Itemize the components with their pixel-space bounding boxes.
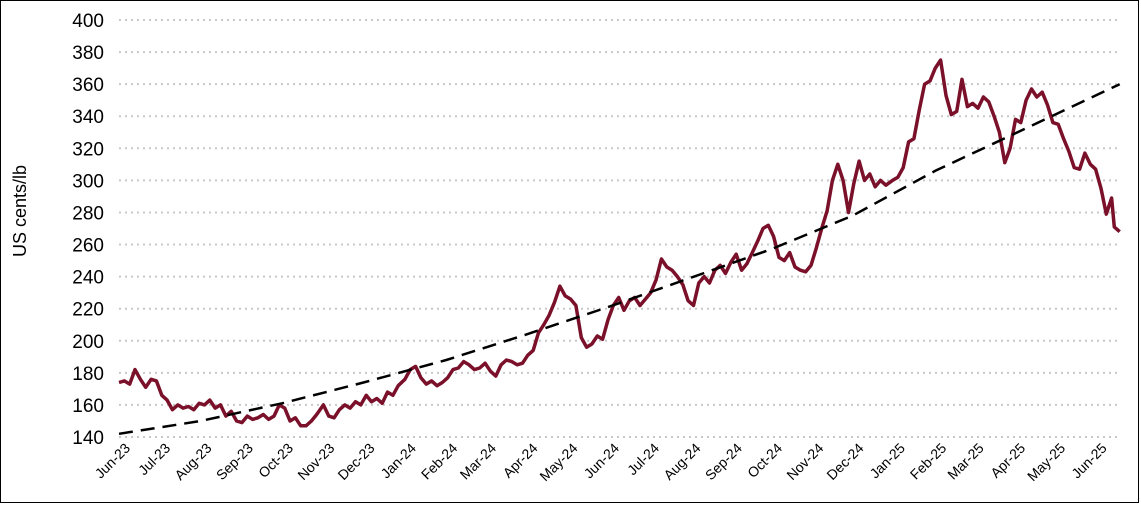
x-tick-label: Jul-23 [135,440,173,478]
x-tick-label: May-24 [536,440,580,484]
series-lines [118,58,1121,436]
x-tick-label: Oct-24 [744,440,785,481]
x-tick-label: Oct-23 [255,440,296,481]
y-tick-label: 280 [72,203,104,224]
x-tick-label: May-25 [1024,440,1068,484]
y-tick-label: 180 [72,364,104,385]
x-tick-label: Nov-24 [783,440,826,483]
gridlines [119,19,1121,438]
trend-line [118,83,1121,436]
y-tick-label: 300 [72,171,104,192]
y-tick-label: 360 [72,75,104,96]
y-tick-label: 320 [72,139,104,160]
x-tick-label: Aug-24 [660,440,703,483]
y-tick-label: 260 [72,236,104,257]
y-axis: 140 160 180 200 220 240 260 280 300 320 340 360 380 4… [72,11,104,449]
x-tick-label: Jun-24 [581,440,623,482]
y-tick-label: 160 [72,396,104,417]
y-tick-label: 240 [72,268,104,289]
y-tick-label: 380 [72,43,104,64]
x-tick-label: Jun-25 [1068,440,1110,482]
x-tick-label: Sep-24 [702,440,745,483]
x-tick-label: Feb-24 [418,440,461,483]
x-tick-label: Sep-23 [213,440,256,483]
x-tick-label: Dec-23 [334,440,377,483]
x-tick-label: Aug-23 [171,440,214,483]
x-tick-label: Mar-25 [944,440,987,483]
x-tick-label: Apr-24 [500,440,541,481]
x-tick-label: Jan-25 [866,440,908,482]
x-tick-label: Jan-24 [377,440,419,482]
x-tick-label: Feb-25 [907,440,950,483]
y-tick-label: 220 [72,300,104,321]
y-axis-label: US cents/lb [10,165,30,257]
y-tick-label: 200 [72,332,104,353]
x-tick-label: Mar-24 [457,440,500,483]
x-tick-label: Apr-25 [987,440,1028,481]
x-tick-label: Jul-24 [624,440,662,478]
y-tick-label: 140 [72,428,104,449]
price-line [118,58,1121,428]
x-tick-label: Dec-24 [823,440,866,483]
x-tick-label: Nov-23 [294,440,337,483]
y-tick-label: 400 [72,11,104,32]
y-tick-label: 340 [72,107,104,128]
